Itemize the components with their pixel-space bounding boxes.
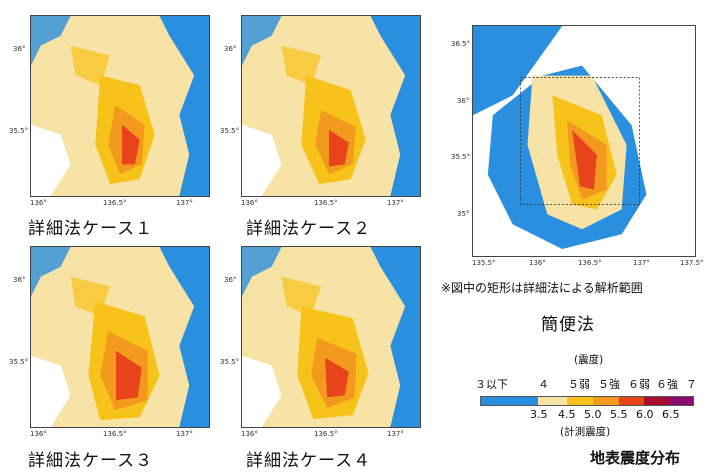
simple-lon-137: 137°	[633, 259, 650, 267]
map4-lon-137: 137°	[387, 430, 404, 438]
legend-value-1: 4.5	[558, 408, 576, 421]
map2-lon-136: 136°	[241, 199, 258, 207]
detail-map-case-1	[30, 15, 210, 197]
detail-map-case-4	[241, 246, 421, 428]
legend-class-0: ３以下	[475, 378, 508, 391]
map2-caption: 詳細法ケース２	[246, 219, 372, 239]
legend-swatch-2	[567, 397, 593, 405]
legend-swatch-0	[481, 397, 539, 405]
analysis-area-note: ※図中の矩形は詳細法による解析範囲	[441, 281, 643, 295]
map3-caption: 詳細法ケース３	[28, 451, 154, 471]
legend-value-0: 3.5	[530, 408, 548, 421]
map1-lon-136-5: 136.5°	[103, 199, 127, 207]
legend-class-6: ７	[686, 378, 697, 391]
legend-class-1: ４	[538, 378, 549, 391]
legend-value-2: 5.0	[584, 408, 602, 421]
map1-lat-36: 36°	[13, 45, 26, 53]
intensity-map-graphic	[31, 247, 209, 427]
map1-caption: 詳細法ケース１	[28, 219, 154, 239]
simple-lon-136-5: 136.5°	[578, 259, 602, 267]
map3-lon-137: 137°	[176, 430, 193, 438]
detail-map-case-2	[241, 15, 421, 197]
simple-lat-36-5: 36.5°	[451, 40, 471, 48]
map2-lat-36: 36°	[224, 45, 237, 53]
legend-class-4: ６弱	[628, 378, 650, 391]
simple-lon-137-5: 137.5°	[680, 259, 704, 267]
map1-lon-137: 137°	[176, 199, 193, 207]
legend-class-3: ５強	[598, 378, 620, 391]
map3-lon-136-5: 136.5°	[103, 430, 127, 438]
legend-swatch-5	[644, 397, 671, 405]
simple-lon-136: 136°	[529, 259, 546, 267]
legend-value-3: 5.5	[610, 408, 628, 421]
intensity-map-graphic	[473, 26, 695, 256]
legend-class-2: ５弱	[568, 378, 590, 391]
detail-map-case-3	[30, 246, 210, 428]
legend-class-5: ６強	[656, 378, 678, 391]
figure-title: 地表震度分布	[590, 449, 681, 467]
map4-caption: 詳細法ケース４	[246, 451, 372, 471]
map2-lon-136-5: 136.5°	[314, 199, 338, 207]
intensity-map-graphic	[242, 247, 420, 427]
intensity-map-graphic	[242, 16, 420, 196]
map1-lon-136: 136°	[30, 199, 47, 207]
legend-value-5: 6.5	[662, 408, 680, 421]
legend-swatch-1	[538, 397, 568, 405]
simple-lat-36: 36°	[457, 97, 470, 105]
legend-title-measured: (計測震度)	[560, 426, 611, 438]
intensity-map-graphic	[31, 16, 209, 196]
legend-swatch-6	[670, 397, 693, 405]
map1-lat-35-5: 35.5°	[9, 127, 29, 135]
map3-lon-136: 136°	[30, 430, 47, 438]
simple-lon-135-5: 135.5°	[472, 259, 496, 267]
map4-lon-136: 136°	[241, 430, 258, 438]
simple-lat-35-5: 35.5°	[451, 153, 471, 161]
map2-lon-137: 137°	[387, 199, 404, 207]
map4-lon-136-5: 136.5°	[314, 430, 338, 438]
legend-color-bar	[480, 396, 694, 406]
legend-swatch-3	[592, 397, 619, 405]
simple-method-map	[472, 25, 696, 257]
legend-value-4: 6.0	[636, 408, 654, 421]
map3-lat-36: 36°	[13, 276, 26, 284]
map4-lat-36: 36°	[224, 276, 237, 284]
legend-swatch-4	[618, 397, 645, 405]
map3-lat-35-5: 35.5°	[9, 358, 29, 366]
map2-lat-35-5: 35.5°	[220, 127, 240, 135]
legend-title-intensity: (震度)	[574, 354, 604, 366]
simple-method-caption: 簡便法	[541, 315, 595, 335]
simple-lat-35: 35°	[457, 210, 470, 218]
map4-lat-35-5: 35.5°	[220, 358, 240, 366]
